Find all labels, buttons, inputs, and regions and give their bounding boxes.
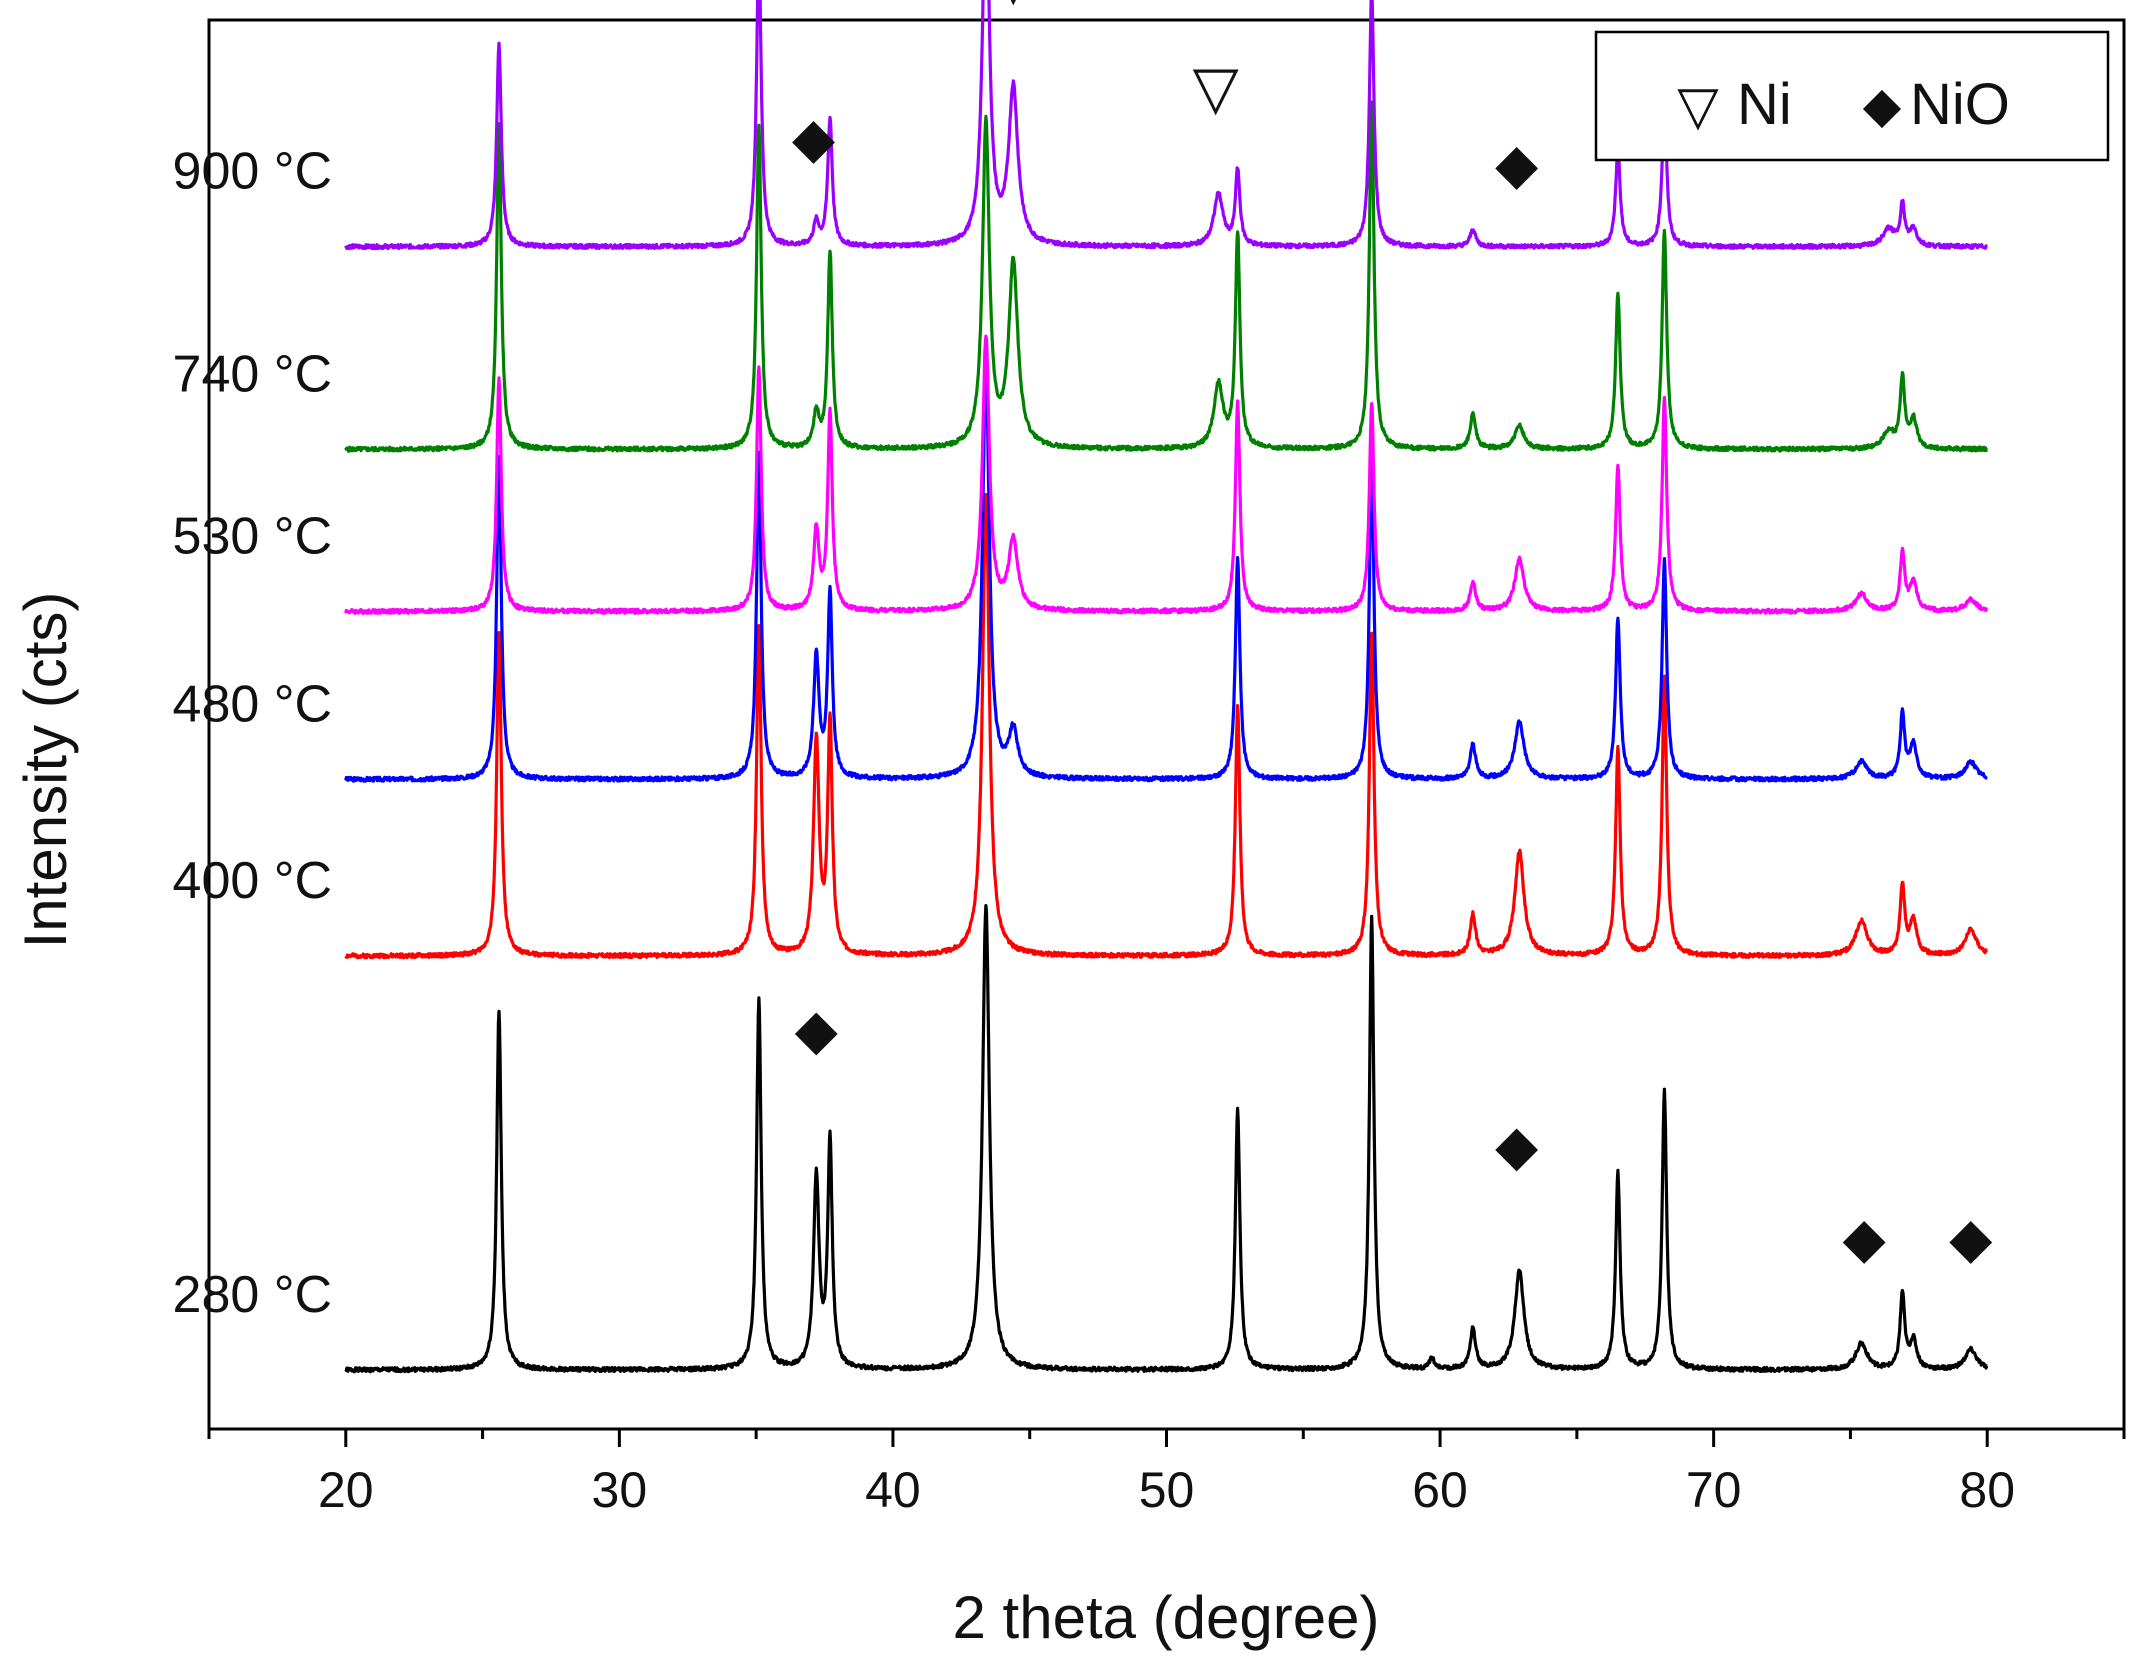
nio-diamond-marker-icon: ◆: [1949, 1206, 1992, 1269]
curve-280c: [344, 904, 1989, 1374]
curve-480c: [344, 359, 1989, 783]
ni-triangle-marker-icon: ▽: [990, 0, 1036, 11]
x-axis: 20 30 40 50 60 70 80: [207, 1429, 2126, 1518]
nio-diamond-marker-icon: ◆: [795, 998, 838, 1061]
curves: [344, 0, 1989, 1374]
x-tick-label: 30: [592, 1462, 648, 1518]
x-axis-title: 2 theta (degree): [953, 1584, 1380, 1651]
x-tick-label: 40: [865, 1462, 921, 1518]
legend-nio-icon: ◆: [1863, 77, 1902, 133]
series-label: 400 °C: [173, 852, 333, 910]
series-labels: 280 °C 400 °C 480 °C 530 °C 740 °C 900 °C: [173, 143, 333, 1324]
series-label: 900 °C: [173, 143, 333, 201]
x-tick-label: 70: [1686, 1462, 1742, 1518]
ni-triangle-marker-icon: ▽: [1193, 54, 1239, 121]
series-label: 280 °C: [173, 1266, 333, 1324]
legend-ni-icon: ▽: [1677, 76, 1719, 136]
series-label: 480 °C: [173, 675, 333, 733]
legend: ▽ Ni ◆ NiO: [1594, 30, 2110, 162]
x-tick-label: 50: [1139, 1462, 1195, 1518]
nio-diamond-marker-icon: ◆: [792, 106, 835, 169]
curve-400c: [344, 492, 1989, 960]
legend-ni-label: Ni: [1737, 72, 1792, 137]
curve-900c: [344, 0, 1989, 251]
y-axis-title: Intensity (cts): [12, 592, 79, 949]
nio-diamond-marker-icon: ◆: [1495, 1113, 1538, 1176]
peak-annotations: ▽ ▽ ▽ ◆ ◆ ◆ ◆ ◆ ◆: [792, 0, 1992, 1269]
x-tick-label: 60: [1412, 1462, 1468, 1518]
legend-nio-label: NiO: [1910, 72, 2010, 137]
series-label: 740 °C: [173, 345, 333, 403]
series-label: 530 °C: [173, 508, 333, 566]
nio-diamond-marker-icon: ◆: [1843, 1206, 1886, 1269]
x-tick-label: 80: [1959, 1462, 2015, 1518]
legend-box: [1594, 30, 2110, 162]
x-tick-label: 20: [318, 1462, 374, 1518]
curve-740c: [344, 100, 1989, 453]
nio-diamond-marker-icon: ◆: [1495, 132, 1538, 195]
curve-530c: [344, 334, 1989, 615]
